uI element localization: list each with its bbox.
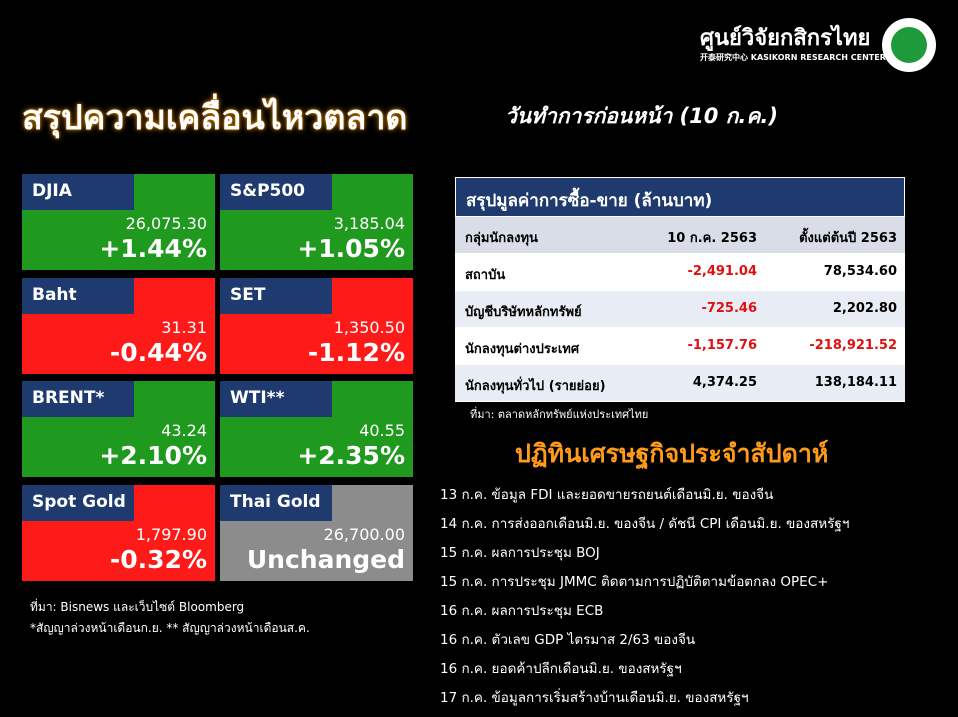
market-tile: Spot Gold 1,797.90 -0.32%: [22, 485, 215, 581]
market-tile: WTI** 40.55 +2.35%: [220, 381, 413, 477]
table-cell: -725.46: [701, 301, 757, 316]
tile-name: BRENT*: [22, 381, 134, 417]
market-tile: SET 1,350.50 -1.12%: [220, 278, 413, 374]
tile-name: SET: [220, 278, 332, 314]
market-tile: Thai Gold 26,700.00 Unchanged: [220, 485, 413, 581]
tile-note: ที่มา: Bisnews และเว็บไซต์ Bloomberg: [30, 600, 245, 614]
tile-change: +1.05%: [297, 234, 405, 263]
market-tile: Baht 31.31 -0.44%: [22, 278, 215, 374]
tile-change: -0.32%: [109, 545, 207, 574]
page-subtitle: วันทำการก่อนหน้า (10 ก.ค.): [505, 104, 778, 128]
table-row: บัญชีบริษัทหลักทรัพย์ -725.46 2,202.80: [455, 291, 905, 328]
tile-value: 43.24: [161, 421, 207, 440]
calendar-title: ปฏิทินเศรษฐกิจประจำสัปดาห์: [515, 439, 829, 468]
tile-change: +2.35%: [297, 441, 405, 470]
calendar-event: 16 ก.ค. ตัวเลข GDP ไตรมาส 2/63 ของจีน: [440, 632, 696, 648]
table-cell: 4,374.25: [692, 375, 757, 390]
page-title: สรุปความเคลื่อนไหวตลาด: [22, 98, 408, 138]
market-tile: BRENT* 43.24 +2.10%: [22, 381, 215, 477]
table-cell: นักลงทุนต่างประเทศ: [465, 342, 580, 357]
logo-leaf: [891, 27, 927, 63]
table-header: กลุ่มนักลงทุน 10 ก.ค. 2563 ตั้งแต่ต้นปี 25…: [455, 217, 905, 254]
tile-value: 26,075.30: [125, 214, 207, 233]
tile-change: +2.10%: [99, 441, 207, 470]
table-source: ที่มา: ตลาดหลักทรัพย์แห่งประเทศไทย: [470, 408, 649, 421]
tile-name: Thai Gold: [220, 485, 332, 521]
table-cell: -2,491.04: [687, 264, 757, 279]
table-row: นักลงทุนทั่วไป (รายย่อย) 4,374.25 138,184.…: [455, 365, 905, 402]
logo-text: ศูนย์วิจัยกสิกรไทย: [700, 26, 871, 51]
table-cell: นักลงทุนทั่วไป (รายย่อย): [465, 379, 606, 394]
table-cell: -218,921.52: [809, 338, 897, 353]
calendar-event: 16 ก.ค. ยอดค้าปลีกเดือนมิ.ย. ของสหรัฐฯ: [440, 661, 682, 677]
calendar-event: 15 ก.ค. ผลการประชุม BOJ: [440, 545, 600, 561]
table-title: สรุปมูลค่าการซื้อ-ขาย (ล้านบาท): [455, 177, 905, 217]
market-tile: DJIA 26,075.30 +1.44%: [22, 174, 215, 270]
tile-value: 40.55: [359, 421, 405, 440]
table-cell: -1,157.76: [687, 338, 757, 353]
table-cell: บัญชีบริษัทหลักทรัพย์: [465, 305, 582, 320]
calendar-event: 16 ก.ค. ผลการประชุม ECB: [440, 603, 604, 619]
tile-name: S&P500: [220, 174, 332, 210]
header-cell: กลุ่มนักลงทุน: [465, 231, 538, 246]
tile-value: 1,797.90: [135, 525, 207, 544]
calendar-event: 15 ก.ค. การประชุม JMMC ติดตามการปฏิบัติต…: [440, 574, 829, 590]
tile-name: Baht: [22, 278, 134, 314]
tile-value: 31.31: [161, 318, 207, 337]
tile-value: 1,350.50: [333, 318, 405, 337]
tile-note: *สัญญาล่วงหน้าเดือนก.ย. ** สัญญาล่วงหน้า…: [30, 621, 310, 635]
calendar-event: 14 ก.ค. การส่งออกเดือนมิ.ย. ของจีน / ดัช…: [440, 516, 850, 532]
table-cell: 78,534.60: [823, 264, 897, 279]
table-cell: 2,202.80: [832, 301, 897, 316]
trade-table: สรุปมูลค่าการซื้อ-ขาย (ล้านบาท) กลุ่มนัก…: [455, 177, 905, 402]
tile-name: Spot Gold: [22, 485, 134, 521]
market-tile: S&P500 3,185.04 +1.05%: [220, 174, 413, 270]
logo-subtext: 开泰研究中心 KASIKORN RESEARCH CENTER: [700, 53, 886, 62]
tile-name: DJIA: [22, 174, 134, 210]
tile-change: Unchanged: [246, 545, 405, 574]
table-cell: 138,184.11: [814, 375, 897, 390]
table-cell: สถาบัน: [465, 268, 506, 283]
tile-change: -0.44%: [109, 338, 207, 367]
calendar-event: 13 ก.ค. ข้อมูล FDI และยอดขายรถยนต์เดือนม…: [440, 487, 774, 503]
tile-name: WTI**: [220, 381, 332, 417]
calendar-event: 17 ก.ค. ข้อมูลการเริ่มสร้างบ้านเดือนมิ.ย…: [440, 690, 749, 706]
tile-change: -1.12%: [307, 338, 405, 367]
tile-value: 3,185.04: [333, 214, 405, 233]
logo-icon: [882, 18, 936, 72]
tile-change: +1.44%: [99, 234, 207, 263]
header-cell: 10 ก.ค. 2563: [667, 231, 757, 246]
header-cell: ตั้งแต่ต้นปี 2563: [799, 231, 897, 246]
tile-value: 26,700.00: [323, 525, 405, 544]
table-row: นักลงทุนต่างประเทศ -1,157.76 -218,921.52: [455, 328, 905, 365]
table-row: สถาบัน -2,491.04 78,534.60: [455, 254, 905, 291]
